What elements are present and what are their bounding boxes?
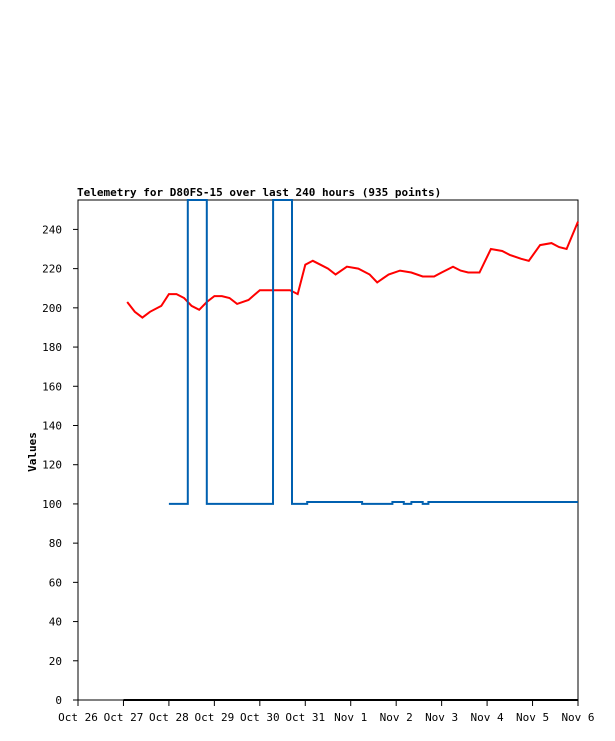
y-tick-label: 140	[42, 419, 62, 432]
x-tick-label: Nov 5	[516, 711, 549, 724]
y-tick-label: 220	[42, 263, 62, 276]
y-tick-label: 40	[49, 616, 62, 629]
y-tick-label: 20	[49, 655, 62, 668]
y-tick-label: 60	[49, 576, 62, 589]
x-tick-label: Nov 3	[425, 711, 458, 724]
axes: 0 20 40 60 80 100 120 140 160 180 200 220 240 Oct 26 O…	[42, 199, 595, 724]
x-tick-label: Nov 6	[561, 711, 594, 724]
x-tick-label: Oct 27	[104, 711, 144, 724]
y-tick-label: 100	[42, 498, 62, 511]
series-layer	[123, 199, 579, 701]
x-tick-label: Oct 31	[285, 711, 325, 724]
y-axis-label: Values	[26, 432, 39, 472]
x-tick-label: Oct 28	[149, 711, 189, 724]
x-tick-label: Oct 30	[240, 711, 280, 724]
series-line-2	[168, 199, 578, 505]
x-tick-label: Oct 29	[194, 711, 234, 724]
y-tick-label: 80	[49, 537, 62, 550]
x-tick-label: Oct 26	[58, 711, 98, 724]
y-tick-label: 180	[42, 341, 62, 354]
plot-frame	[77, 199, 579, 701]
series-line-1	[126, 221, 579, 319]
x-tick-label: Nov 4	[471, 711, 504, 724]
x-tick-label: Nov 2	[380, 711, 413, 724]
chart-title: Telemetry for D80FS-15 over last 240 hou…	[77, 186, 441, 199]
x-tick-label: Nov 1	[334, 711, 367, 724]
y-tick-label: 160	[42, 380, 62, 393]
y-tick-label: 120	[42, 459, 62, 472]
y-tick-label: 200	[42, 302, 62, 315]
y-tick-label: 240	[42, 223, 62, 236]
y-tick-label: 0	[55, 694, 62, 707]
